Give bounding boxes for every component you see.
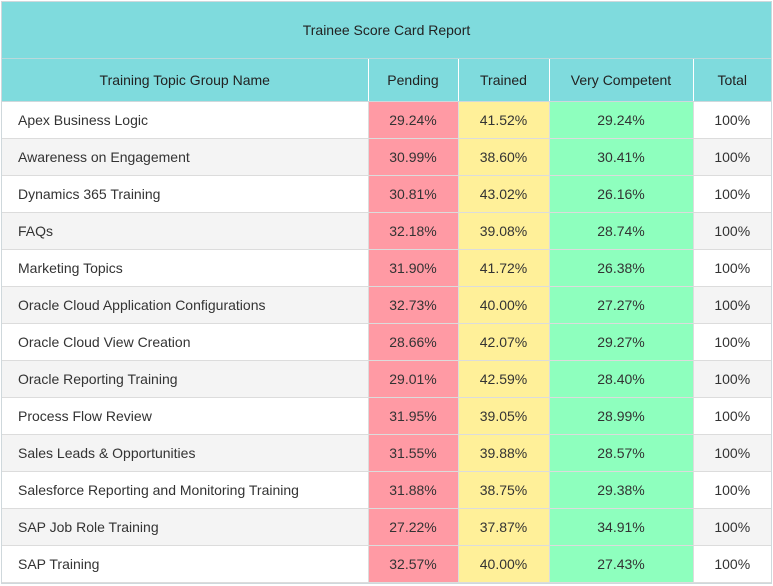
cell-trained: 41.52% <box>458 101 550 139</box>
cell-topic-name: Apex Business Logic <box>2 101 369 139</box>
cell-total: 100% <box>693 323 771 361</box>
report-title: Trainee Score Card Report <box>2 2 771 59</box>
cell-pending: 27.22% <box>368 508 459 546</box>
cell-total: 100% <box>693 508 771 546</box>
cell-very-competent: 29.27% <box>549 323 694 361</box>
cell-trained: 42.59% <box>458 360 550 398</box>
cell-total: 100% <box>693 175 771 213</box>
cell-total: 100% <box>693 101 771 139</box>
cell-pending: 29.01% <box>368 360 459 398</box>
cell-total: 100% <box>693 360 771 398</box>
column-header-total[interactable]: Total <box>693 59 771 102</box>
cell-trained: 37.87% <box>458 508 550 546</box>
cell-total: 100% <box>693 545 771 583</box>
table-row: Sales Leads & Opportunities 31.55% 39.88% 2… <box>2 434 771 472</box>
table-row: Oracle Cloud Application Configurations 3… <box>2 286 771 324</box>
cell-total: 100% <box>693 471 771 509</box>
cell-total: 100% <box>693 138 771 176</box>
cell-pending: 31.55% <box>368 434 459 472</box>
cell-pending: 32.18% <box>368 212 459 250</box>
cell-pending: 28.66% <box>368 323 459 361</box>
cell-topic-name: Oracle Reporting Training <box>2 360 369 398</box>
cell-trained: 39.08% <box>458 212 550 250</box>
cell-topic-name: FAQs <box>2 212 369 250</box>
cell-pending: 30.99% <box>368 138 459 176</box>
column-header-trained[interactable]: Trained <box>458 59 550 102</box>
cell-pending: 31.88% <box>368 471 459 509</box>
cell-very-competent: 28.99% <box>549 397 694 435</box>
table-row: Awareness on Engagement 30.99% 38.60% 30.41… <box>2 138 771 176</box>
cell-very-competent: 34.91% <box>549 508 694 546</box>
cell-very-competent: 29.24% <box>549 101 694 139</box>
cell-topic-name: SAP Training <box>2 545 369 583</box>
cell-total: 100% <box>693 286 771 324</box>
cell-topic-name: Awareness on Engagement <box>2 138 369 176</box>
header-row: Training Topic Group Name Pending Traine… <box>2 59 771 102</box>
cell-pending: 31.90% <box>368 249 459 287</box>
cell-very-competent: 28.74% <box>549 212 694 250</box>
table-row: Process Flow Review 31.95% 39.05% 28.99% 100… <box>2 397 771 435</box>
cell-topic-name: Oracle Cloud Application Configurations <box>2 286 369 324</box>
cell-topic-name: SAP Job Role Training <box>2 508 369 546</box>
cell-trained: 40.00% <box>458 545 550 583</box>
column-header-pending[interactable]: Pending <box>368 59 459 102</box>
cell-very-competent: 29.38% <box>549 471 694 509</box>
cell-topic-name: Sales Leads & Opportunities <box>2 434 369 472</box>
cell-very-competent: 28.57% <box>549 434 694 472</box>
table-row: Oracle Reporting Training 29.01% 42.59% 28.… <box>2 360 771 398</box>
cell-trained: 38.75% <box>458 471 550 509</box>
cell-very-competent: 26.38% <box>549 249 694 287</box>
column-header-topic[interactable]: Training Topic Group Name <box>2 59 369 102</box>
column-header-very-competent[interactable]: Very Competent <box>549 59 694 102</box>
cell-topic-name: Process Flow Review <box>2 397 369 435</box>
cell-topic-name: Dynamics 365 Training <box>2 175 369 213</box>
table-row: Oracle Cloud View Creation 28.66% 42.07% 29… <box>2 323 771 361</box>
cell-trained: 41.72% <box>458 249 550 287</box>
cell-very-competent: 26.16% <box>549 175 694 213</box>
table-row: FAQs 32.18% 39.08% 28.74% 100% <box>2 212 771 250</box>
cell-trained: 43.02% <box>458 175 550 213</box>
cell-pending: 29.24% <box>368 101 459 139</box>
table-row: Dynamics 365 Training 30.81% 43.02% 26.16% 1… <box>2 175 771 213</box>
cell-trained: 38.60% <box>458 138 550 176</box>
cell-pending: 32.73% <box>368 286 459 324</box>
cell-total: 100% <box>693 212 771 250</box>
cell-topic-name: Oracle Cloud View Creation <box>2 323 369 361</box>
cell-pending: 30.81% <box>368 175 459 213</box>
cell-trained: 39.88% <box>458 434 550 472</box>
cell-very-competent: 27.43% <box>549 545 694 583</box>
cell-total: 100% <box>693 434 771 472</box>
cell-very-competent: 30.41% <box>549 138 694 176</box>
cell-total: 100% <box>693 249 771 287</box>
cell-very-competent: 28.40% <box>549 360 694 398</box>
cell-pending: 31.95% <box>368 397 459 435</box>
cell-trained: 39.05% <box>458 397 550 435</box>
table-row: SAP Training 32.57% 40.00% 27.43% 100% <box>2 545 771 583</box>
cell-topic-name: Salesforce Reporting and Monitoring Trai… <box>2 471 369 509</box>
cell-trained: 42.07% <box>458 323 550 361</box>
table-row: Apex Business Logic 29.24% 41.52% 29.24% 100… <box>2 101 771 139</box>
table-row: Marketing Topics 31.90% 41.72% 26.38% 100% <box>2 249 771 287</box>
score-table: Training Topic Group Name Pending Traine… <box>2 59 771 583</box>
cell-total: 100% <box>693 397 771 435</box>
table-row: Salesforce Reporting and Monitoring Trai… <box>2 471 771 509</box>
table-row: SAP Job Role Training 27.22% 37.87% 34.91% 1… <box>2 508 771 546</box>
cell-pending: 32.57% <box>368 545 459 583</box>
cell-topic-name: Marketing Topics <box>2 249 369 287</box>
cell-very-competent: 27.27% <box>549 286 694 324</box>
cell-trained: 40.00% <box>458 286 550 324</box>
